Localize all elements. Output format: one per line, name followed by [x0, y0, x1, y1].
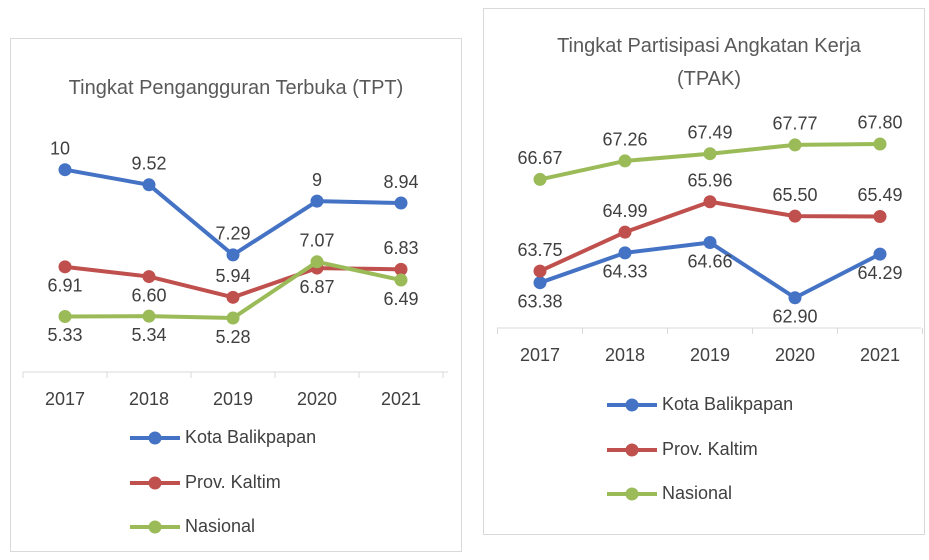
x-tick-label: 2021 — [381, 389, 421, 409]
point — [618, 154, 632, 168]
data-label: 5.33 — [47, 325, 82, 345]
data-label: 6.91 — [47, 276, 82, 296]
chart-title: Tingkat Pengangguran Terbuka (TPT) — [68, 77, 404, 99]
point — [226, 248, 240, 262]
legend-marker — [625, 487, 639, 501]
x-tick-label: 2017 — [45, 389, 85, 409]
point — [533, 172, 547, 186]
data-label: 10 — [50, 138, 70, 158]
data-label: 5.34 — [131, 325, 166, 345]
point — [142, 270, 156, 284]
x-tick-label: 2021 — [860, 345, 900, 365]
point — [873, 247, 887, 261]
data-label: 67.80 — [857, 113, 902, 133]
point — [142, 309, 156, 323]
data-label: 64.33 — [602, 262, 647, 282]
point — [703, 195, 717, 209]
chart-frame — [10, 38, 462, 552]
legend-marker — [148, 431, 162, 445]
x-tick-label: 2018 — [605, 345, 645, 365]
data-label: 6.49 — [383, 289, 418, 309]
point — [788, 138, 802, 152]
legend-marker — [625, 398, 639, 412]
data-label: 65.49 — [857, 185, 902, 205]
data-label: 64.29 — [857, 263, 902, 283]
data-label: 67.49 — [687, 122, 732, 142]
point — [58, 309, 72, 323]
point — [142, 178, 156, 192]
point — [58, 260, 72, 274]
legend-label: Kota Balikpapan — [662, 394, 793, 414]
x-tick-label: 2018 — [129, 389, 169, 409]
legend-marker — [625, 443, 639, 457]
data-label: 6.83 — [383, 238, 418, 258]
data-label: 6.60 — [131, 285, 166, 305]
x-tick-label: 2017 — [520, 345, 560, 365]
legend-label: Kota Balikpapan — [185, 427, 316, 447]
data-label: 8.94 — [383, 172, 418, 192]
point — [703, 147, 717, 161]
point — [310, 255, 324, 269]
point — [873, 209, 887, 223]
legend-label: Prov. Kaltim — [662, 439, 758, 459]
data-label: 65.50 — [772, 185, 817, 205]
point — [618, 246, 632, 260]
data-label: 63.38 — [517, 291, 562, 311]
legend-label: Nasional — [185, 516, 255, 536]
data-label: 64.99 — [602, 201, 647, 221]
x-tick-label: 2019 — [213, 389, 253, 409]
data-label: 9 — [312, 170, 322, 190]
legend-label: Prov. Kaltim — [185, 472, 281, 492]
point — [788, 209, 802, 223]
point — [226, 311, 240, 325]
legend-marker — [148, 476, 162, 490]
point — [873, 137, 887, 151]
data-label: 7.29 — [215, 224, 250, 244]
x-tick-label: 2020 — [775, 345, 815, 365]
data-label: 6.87 — [299, 277, 334, 297]
point — [618, 225, 632, 239]
data-label: 5.94 — [215, 266, 250, 286]
data-label: 67.26 — [602, 130, 647, 150]
data-label: 5.28 — [215, 327, 250, 347]
point — [788, 291, 802, 305]
point — [394, 196, 408, 210]
chart-title: Tingkat Partisipasi Angkatan Kerja (TPAK… — [557, 35, 861, 90]
data-label: 64.66 — [687, 251, 732, 271]
x-tick-label: 2019 — [690, 345, 730, 365]
chart-frame — [483, 8, 925, 535]
point — [703, 236, 717, 250]
point — [394, 273, 408, 287]
point — [58, 163, 72, 177]
data-label: 7.07 — [299, 231, 334, 251]
data-label: 9.52 — [131, 154, 166, 174]
data-label: 65.96 — [687, 170, 732, 190]
point — [310, 194, 324, 208]
x-tick-label: 2020 — [297, 389, 337, 409]
point — [394, 262, 408, 276]
legend-marker — [148, 520, 162, 534]
point — [226, 290, 240, 304]
legend-label: Nasional — [662, 483, 732, 503]
data-label: 67.77 — [772, 114, 817, 134]
data-label: 63.75 — [517, 240, 562, 260]
point — [533, 264, 547, 278]
data-label: 62.90 — [772, 307, 817, 327]
point — [533, 276, 547, 290]
data-label: 66.67 — [517, 148, 562, 168]
